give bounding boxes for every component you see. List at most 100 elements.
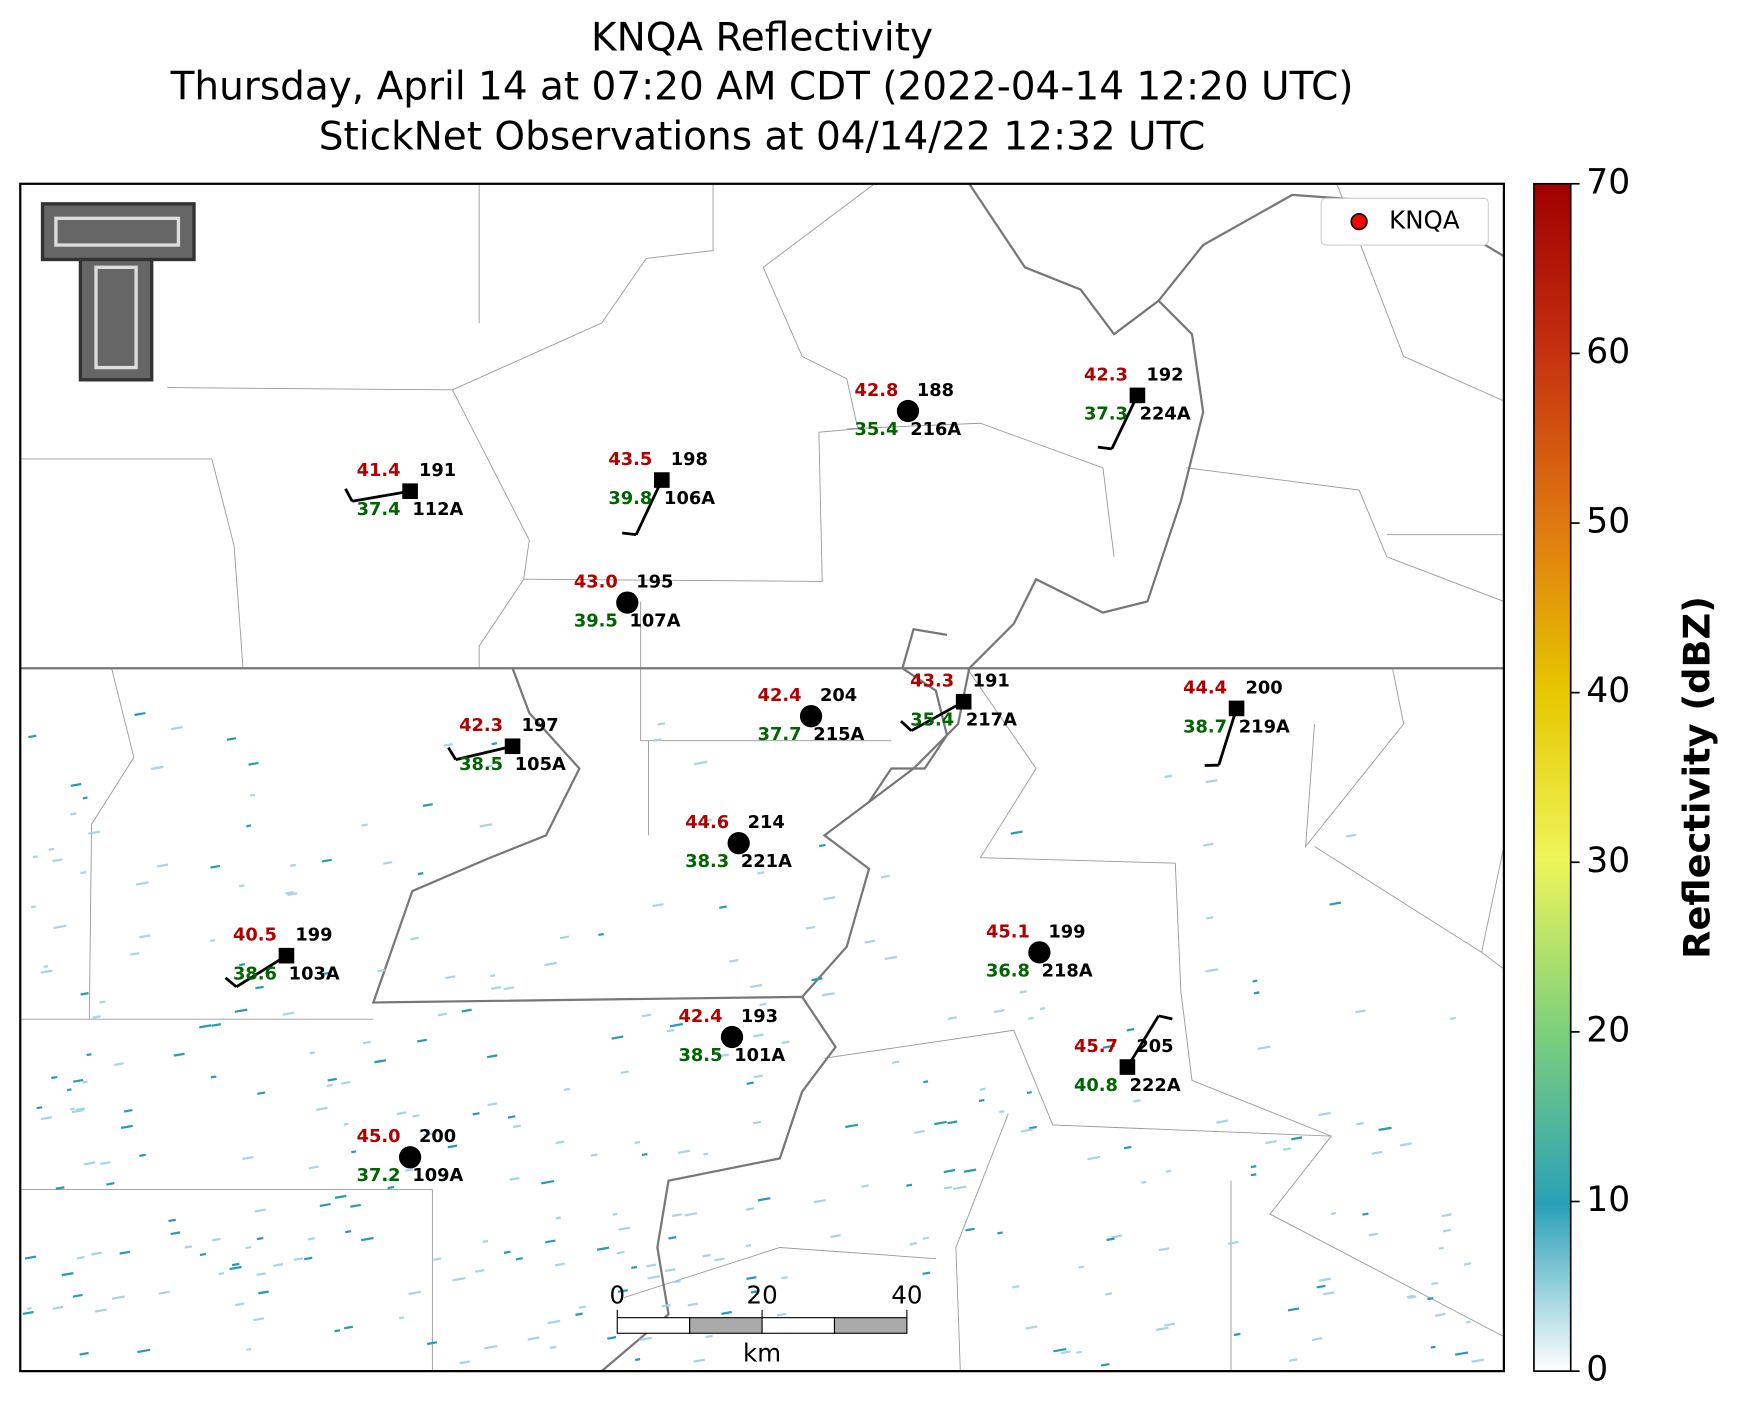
temperature: 41.4 <box>357 460 401 481</box>
wind-barb <box>235 954 288 989</box>
station-id: 101A <box>734 1045 785 1066</box>
temperature: 42.4 <box>679 1006 723 1027</box>
wind-barb <box>351 489 411 503</box>
station-value: 214 <box>748 812 785 833</box>
station-marker <box>896 399 920 423</box>
logo <box>40 202 196 382</box>
station-marker <box>799 705 823 728</box>
colorbar-tick-label: 50 <box>1586 502 1630 542</box>
dewpoint: 35.4 <box>855 419 899 440</box>
station-id: 216A <box>910 419 961 440</box>
dewpoint: 38.5 <box>679 1045 723 1066</box>
title-line: Thursday, April 14 at 07:20 AM CDT (2022… <box>170 65 1354 110</box>
station-id: 105A <box>515 754 566 775</box>
station-id: 224A <box>1140 403 1191 424</box>
title-line: StickNet Observations at 04/14/22 12:32 … <box>319 115 1206 160</box>
title: KNQA Reflectivity Thursday, April 14 at … <box>170 16 1354 160</box>
colorbar-tick-label: 70 <box>1586 162 1630 202</box>
temperature: 44.4 <box>1183 677 1227 698</box>
station-marker <box>504 738 521 755</box>
station-value: 204 <box>820 685 857 706</box>
station-value: 199 <box>1048 921 1085 942</box>
station-value: 188 <box>917 380 954 401</box>
station-value: 195 <box>636 572 673 593</box>
temperature: 40.5 <box>233 925 277 946</box>
wind-barb <box>1110 394 1139 450</box>
scale-unit: km <box>743 1338 781 1367</box>
colorbar: Reflectivity (dBZ) 0 10 20 30 40 50 60 70 <box>1533 162 1718 1390</box>
legend: KNQA <box>1320 197 1489 246</box>
title-line: KNQA Reflectivity <box>591 16 933 61</box>
temperature: 45.7 <box>1074 1036 1118 1057</box>
legend-marker <box>1350 213 1368 231</box>
map-background <box>20 183 1504 1372</box>
wind-barb <box>1217 707 1238 766</box>
wind-barb-flag <box>900 720 913 732</box>
station-id: 107A <box>630 611 681 632</box>
station-marker <box>1228 700 1245 717</box>
temperature: 42.8 <box>855 380 899 401</box>
station-id: 219A <box>1239 716 1290 737</box>
dewpoint: 37.4 <box>357 499 401 520</box>
station-id: 109A <box>412 1165 463 1186</box>
station-id: 112A <box>412 499 463 520</box>
station-value: 193 <box>741 1006 778 1027</box>
temperature: 42.3 <box>1084 364 1128 385</box>
colorbar-tick-label: 40 <box>1586 671 1630 711</box>
station-value: 200 <box>419 1126 456 1147</box>
dewpoint: 37.2 <box>357 1165 401 1186</box>
station-id: 218A <box>1042 960 1093 981</box>
dewpoint: 36.8 <box>986 960 1030 981</box>
map: 41.4 191 37.4 112A 43.5 198 39.8 106A 43.0 195 39.… <box>19 182 1505 1373</box>
dewpoint: 38.6 <box>233 964 277 985</box>
station-id: 103A <box>289 964 340 985</box>
wind-barb <box>634 479 664 536</box>
temperature: 45.1 <box>986 921 1030 942</box>
station-marker <box>402 483 418 499</box>
colorbar-label: Reflectivity (dBZ) <box>1675 596 1718 959</box>
station-marker <box>398 1146 422 1169</box>
station-marker <box>720 1025 744 1049</box>
scale-bar: km 0 20 40 <box>609 1281 922 1368</box>
dewpoint: 38.7 <box>1183 716 1227 737</box>
legend-label: KNQA <box>1389 206 1460 235</box>
station-marker <box>654 472 670 488</box>
temperature: 45.0 <box>357 1126 401 1147</box>
station-value: 191 <box>419 460 456 481</box>
legend-box <box>1320 197 1489 246</box>
station-marker <box>1129 387 1146 404</box>
colorbar-ramp <box>1533 182 1572 1372</box>
temperature: 43.5 <box>608 449 652 470</box>
dewpoint: 38.3 <box>685 851 729 872</box>
colorbar-tick-label: 10 <box>1586 1180 1630 1220</box>
station-value: 200 <box>1245 677 1282 698</box>
station-marker <box>616 591 639 614</box>
colorbar-tick-label: 0 <box>1586 1350 1608 1390</box>
scale-tick-label: 20 <box>746 1281 777 1310</box>
dewpoint: 40.8 <box>1074 1075 1118 1096</box>
station-value: 192 <box>1146 364 1183 385</box>
station-value: 191 <box>973 671 1010 692</box>
wind-barb <box>910 700 965 732</box>
temperature: 43.0 <box>574 572 618 593</box>
station-marker <box>955 693 972 710</box>
wind-barb-flag <box>1097 445 1112 451</box>
station-value: 197 <box>521 715 558 736</box>
wind-barb-flag <box>224 976 238 988</box>
station-value: 199 <box>295 925 332 946</box>
station-marker <box>1028 941 1051 964</box>
dewpoint: 39.5 <box>574 611 618 632</box>
scale-tick-label: 40 <box>891 1281 922 1310</box>
wind-barb <box>455 744 513 761</box>
county-lines <box>20 183 1505 1372</box>
dewpoint: 35.4 <box>910 710 954 731</box>
wind-barb-flag <box>447 746 457 761</box>
dewpoint: 39.8 <box>608 488 652 509</box>
station-id: 217A <box>966 710 1017 731</box>
dewpoint: 37.3 <box>1084 403 1128 424</box>
temperature: 42.4 <box>758 685 802 706</box>
station-id: 106A <box>664 488 715 509</box>
stations: 41.4 191 37.4 112A 43.5 198 39.8 106A 43.0 195 39.… <box>224 364 1290 1186</box>
station-value: 198 <box>671 449 708 470</box>
